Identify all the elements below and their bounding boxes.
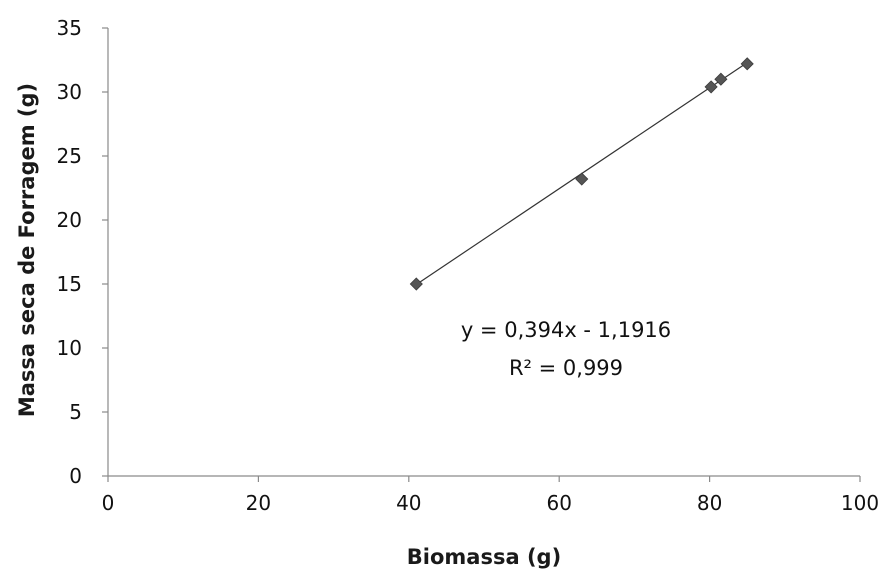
x-axis-title: Biomassa (g) xyxy=(407,545,561,569)
data-point xyxy=(409,277,423,291)
x-tick-label: 40 xyxy=(396,491,421,515)
y-axis-title: Massa seca de Forragem (g) xyxy=(15,83,39,417)
y-tick-label: 5 xyxy=(69,400,82,424)
y-tick-label: 0 xyxy=(69,464,82,488)
y-tick-label: 25 xyxy=(57,144,82,168)
y-axis-ticks: 0 5 10 15 20 25 30 35 xyxy=(57,16,108,488)
trendline-equation: y = 0,394x - 1,1916 xyxy=(461,318,671,342)
y-tick-label: 15 xyxy=(57,272,82,296)
x-tick-label: 100 xyxy=(841,491,879,515)
r-squared-label: R² = 0,999 xyxy=(509,356,623,380)
x-tick-label: 20 xyxy=(246,491,271,515)
axes xyxy=(107,28,860,477)
x-axis-ticks: 0 20 40 60 80 100 xyxy=(102,476,879,515)
data-point xyxy=(714,72,728,86)
y-tick-label: 30 xyxy=(57,80,82,104)
x-tick-label: 80 xyxy=(697,491,722,515)
y-tick-label: 20 xyxy=(57,208,82,232)
x-tick-label: 60 xyxy=(546,491,571,515)
data-point xyxy=(704,80,718,94)
y-tick-label: 35 xyxy=(57,16,82,40)
data-point xyxy=(575,172,589,186)
data-point xyxy=(740,57,754,71)
data-points xyxy=(409,57,754,291)
x-tick-label: 0 xyxy=(102,491,115,515)
y-tick-label: 10 xyxy=(57,336,82,360)
